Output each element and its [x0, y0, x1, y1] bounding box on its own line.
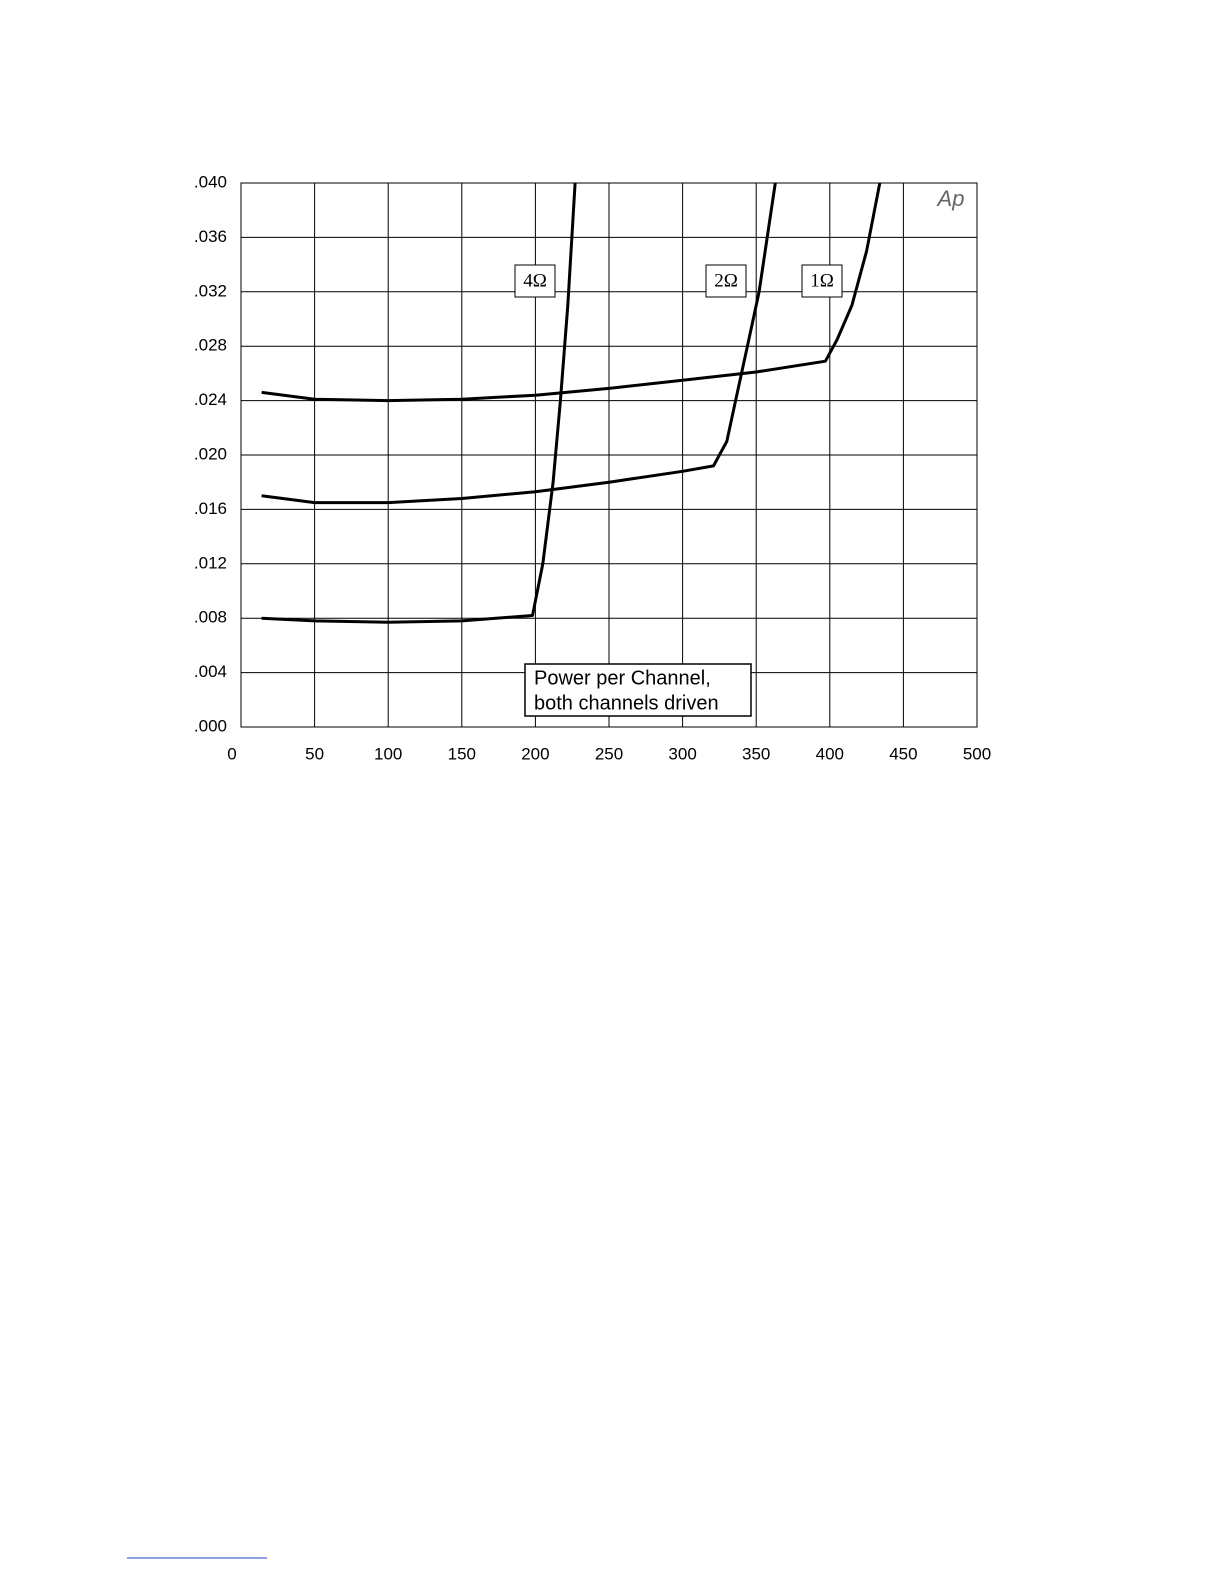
- series-line: [261, 182, 882, 403]
- y-tick-label: .004: [194, 662, 227, 681]
- y-tick-label: .008: [194, 608, 227, 627]
- x-tick-label: 250: [595, 744, 623, 763]
- y-tick-label: .016: [194, 499, 227, 518]
- y-tick-label: .032: [194, 281, 227, 300]
- y-tick-label: .040: [194, 172, 227, 191]
- x-tick-label: 50: [305, 744, 324, 763]
- series-line: [261, 182, 577, 624]
- series-label: 2Ω: [714, 270, 738, 291]
- label-box: [514, 264, 556, 298]
- x-tick-label: 200: [521, 744, 549, 763]
- label-box: [801, 264, 843, 298]
- x-tick-label: 450: [889, 744, 917, 763]
- series-line: [261, 182, 777, 505]
- x-tick-label: 100: [374, 744, 402, 763]
- y-tick-label: .028: [194, 336, 227, 355]
- annotation: both channels driven: [534, 692, 719, 714]
- y-tick-label: .024: [194, 390, 227, 409]
- annotation-box: [524, 663, 752, 717]
- y-tick-label: .020: [194, 444, 227, 463]
- y-tick-label: .036: [194, 227, 227, 246]
- label-box: [705, 264, 747, 298]
- series-label: 1Ω: [810, 270, 834, 291]
- y-tick-label: .000: [194, 716, 227, 735]
- annotation: Power per Channel,: [534, 667, 711, 689]
- x-tick-label: 150: [448, 744, 476, 763]
- x-tick-label: 400: [816, 744, 844, 763]
- series-label: 4Ω: [523, 270, 547, 291]
- x-tick-label: 0: [227, 744, 236, 763]
- x-tick-label: 350: [742, 744, 770, 763]
- x-tick-label: 500: [963, 744, 991, 763]
- logo: Ap: [936, 186, 965, 211]
- x-tick-label: 300: [668, 744, 696, 763]
- y-tick-label: .012: [194, 553, 227, 572]
